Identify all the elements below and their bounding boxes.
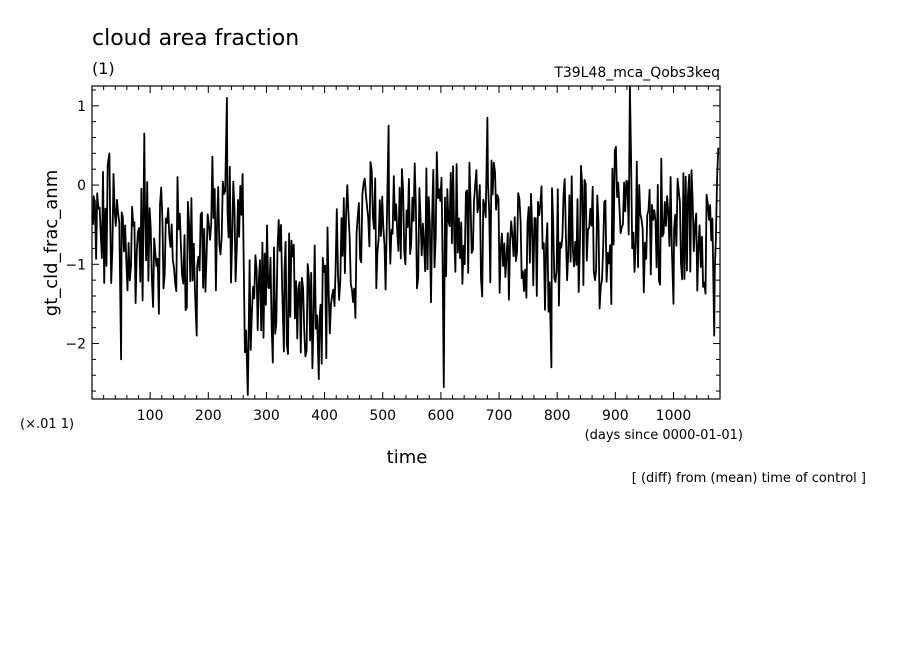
x-tick-label: 500 xyxy=(369,408,396,424)
y-tick-label: 0 xyxy=(77,178,86,194)
x-tick-label: 800 xyxy=(544,408,571,424)
x-tick-label: 400 xyxy=(311,408,338,424)
x-tick-label: 700 xyxy=(486,408,513,424)
x-tick-label: 100 xyxy=(137,408,164,424)
data-layer xyxy=(92,85,720,396)
x-tick-label: 200 xyxy=(195,408,222,424)
y-axis-label: gt_cld_frac_anm xyxy=(41,170,62,316)
y-tick-label: −1 xyxy=(65,257,86,273)
x-axis-label: time xyxy=(387,447,428,468)
y-scale-label: (×.01 1) xyxy=(20,417,74,432)
x-axis-units: (days since 0000-01-01) xyxy=(585,428,743,443)
x-tick-label: 600 xyxy=(428,408,455,424)
run-label: T39L48_mca_Qobs3keq xyxy=(553,65,720,81)
chart-title: cloud area fraction xyxy=(92,26,299,51)
tick-layer: 100 200 300 400 500 600 700 800 900 1000 1 0 −1 −2 xyxy=(65,86,720,424)
y-tick-label: −2 xyxy=(65,337,86,353)
y-tick-label: 1 xyxy=(77,99,86,115)
chart-subtitle: (1) xyxy=(92,59,115,78)
x-tick-label: 300 xyxy=(253,408,280,424)
x-tick-label: 1000 xyxy=(656,408,692,424)
series-line xyxy=(92,85,720,396)
x-tick-label: 900 xyxy=(602,408,629,424)
footnote: [ (diff) from (mean) time of control ] xyxy=(632,471,866,486)
